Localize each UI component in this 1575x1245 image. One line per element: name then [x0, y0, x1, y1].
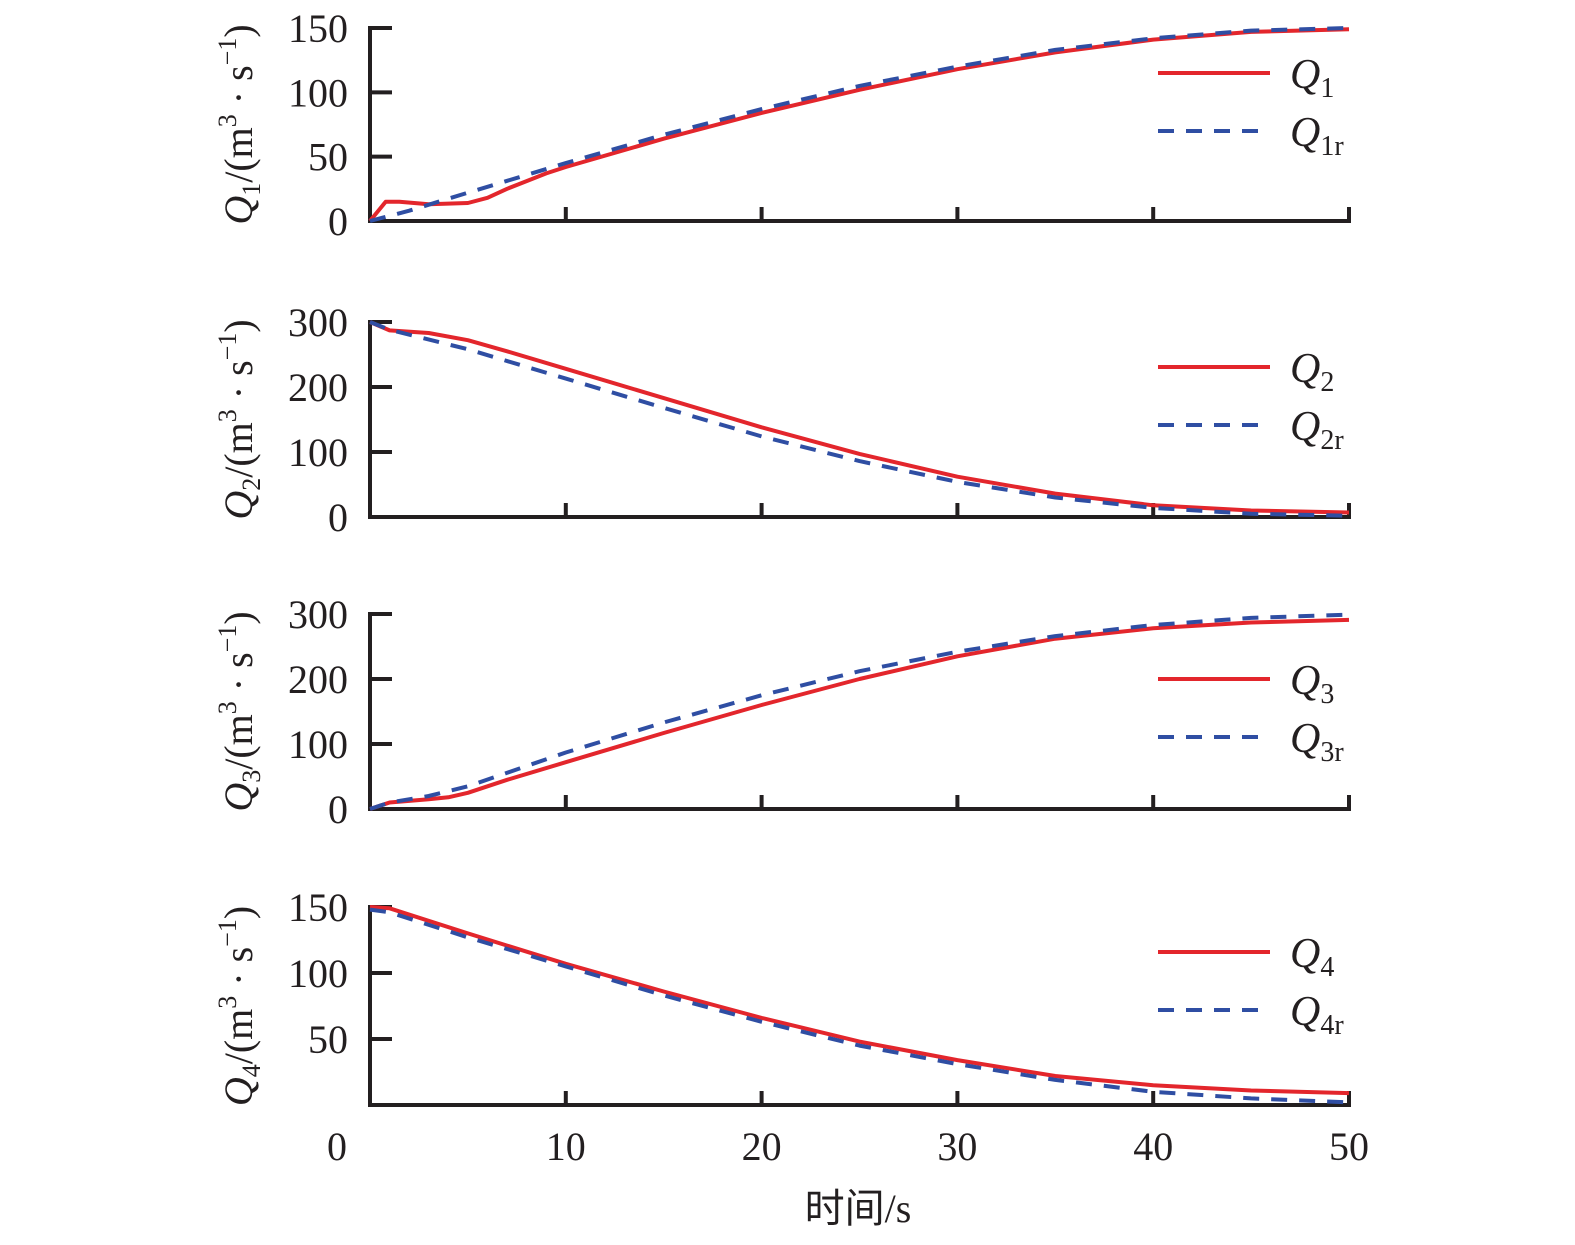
y-label-unit: /(m [216, 127, 261, 183]
y-label-neg-power: −1 [213, 38, 242, 66]
y-label-symbol: Q [216, 1077, 261, 1106]
y-tick-label: 0 [328, 495, 348, 540]
y-label-subscript: 3 [237, 770, 266, 783]
legend-symbol: Q [1290, 658, 1320, 704]
y-label-close: ) [216, 24, 261, 37]
legend-subscript: 3 [1320, 679, 1334, 710]
y-tick-label: 50 [308, 1017, 348, 1062]
x-axis-label: 时间/s [805, 1186, 912, 1231]
series-line-q1 [368, 27, 1350, 223]
y-label-neg-power: −1 [213, 919, 242, 947]
y-tick-label: 150 [288, 6, 348, 51]
y-tick-label: 0 [328, 787, 348, 832]
legend-symbol: Q [1290, 931, 1320, 977]
legend-subscript: 1r [1320, 131, 1344, 162]
y-axis-label: Q2/(m3 · s−1) [213, 319, 266, 519]
y-axis-label: Q3/(m3 · s−1) [213, 611, 266, 811]
y-label-subscript: 4 [237, 1064, 266, 1077]
legend-symbol: Q [1290, 404, 1320, 450]
y-tick-label: 100 [288, 430, 348, 475]
legend-subscript: 3r [1320, 737, 1344, 768]
legend-subscript: 4 [1320, 952, 1334, 983]
y-label-power: 3 [213, 114, 242, 127]
y-tick-label: 0 [328, 199, 348, 244]
legend-label: Q1r [1290, 110, 1344, 162]
y-label-close: ) [216, 611, 261, 624]
y-label-unit-mid: · s [216, 652, 261, 701]
y-label-unit: /(m [216, 1009, 261, 1065]
legend-symbol: Q [1290, 52, 1320, 98]
y-label-neg-power: −1 [213, 625, 242, 653]
legend-subscript: 4r [1320, 1010, 1344, 1041]
legend-label: Q2r [1290, 404, 1344, 456]
y-tick-label: 50 [308, 135, 348, 180]
y-label-power: 3 [213, 409, 242, 422]
legend-symbol: Q [1290, 346, 1320, 392]
x-tick-label: 50 [1329, 1124, 1369, 1169]
legend-label: Q3r [1290, 716, 1344, 768]
y-tick-label: 100 [288, 951, 348, 996]
x-tick-label: 40 [1133, 1124, 1173, 1169]
y-label-subscript: 2 [237, 478, 266, 491]
legend-subscript: 2r [1320, 425, 1344, 456]
legend-label: Q2 [1290, 346, 1334, 398]
series-line-q1r [369, 26, 1350, 223]
legend-symbol: Q [1290, 716, 1320, 762]
series-line-q3r [369, 612, 1350, 811]
legend-symbol: Q [1290, 989, 1320, 1035]
x-tick-label: 0 [327, 1124, 347, 1169]
y-tick-label: 200 [288, 365, 348, 410]
legend-subscript: 2 [1320, 367, 1334, 398]
y-label-unit-mid: · s [216, 947, 261, 996]
y-label-symbol: Q [216, 491, 261, 520]
series-line-q4r [369, 907, 1350, 1105]
x-tick-label: 30 [937, 1124, 977, 1169]
y-label-unit-mid: · s [216, 360, 261, 409]
y-axis-label: Q4/(m3 · s−1) [213, 906, 266, 1106]
y-label-close: ) [216, 906, 261, 919]
y-label-neg-power: −1 [213, 333, 242, 361]
legend-subscript: 1 [1320, 73, 1334, 104]
series-line-q2r [369, 320, 1350, 518]
y-tick-label: 300 [288, 300, 348, 345]
y-label-close: ) [216, 319, 261, 332]
legend-label: Q1 [1290, 52, 1334, 104]
y-label-symbol: Q [216, 196, 261, 225]
x-tick-label: 10 [546, 1124, 586, 1169]
y-label-unit-mid: · s [216, 65, 261, 114]
y-tick-label: 100 [288, 70, 348, 115]
y-tick-label: 150 [288, 885, 348, 930]
series-line-q2 [369, 320, 1350, 515]
y-label-power: 3 [213, 701, 242, 714]
series-line-q3 [369, 617, 1350, 811]
legend-label: Q4r [1290, 989, 1344, 1041]
y-tick-label: 200 [288, 657, 348, 702]
y-label-unit: /(m [216, 714, 261, 770]
y-tick-label: 100 [288, 722, 348, 767]
y-label-symbol: Q [216, 783, 261, 812]
y-label-unit: /(m [216, 422, 261, 478]
legend-label: Q4 [1290, 931, 1334, 983]
y-tick-label: 300 [288, 592, 348, 637]
y-label-power: 3 [213, 996, 242, 1009]
legend-symbol: Q [1290, 110, 1320, 156]
series-line-q4 [369, 905, 1350, 1096]
y-axis-label: Q1/(m3 · s−1) [213, 24, 266, 224]
legend-label: Q3 [1290, 658, 1334, 710]
x-tick-label: 20 [742, 1124, 782, 1169]
y-label-subscript: 1 [237, 183, 266, 196]
